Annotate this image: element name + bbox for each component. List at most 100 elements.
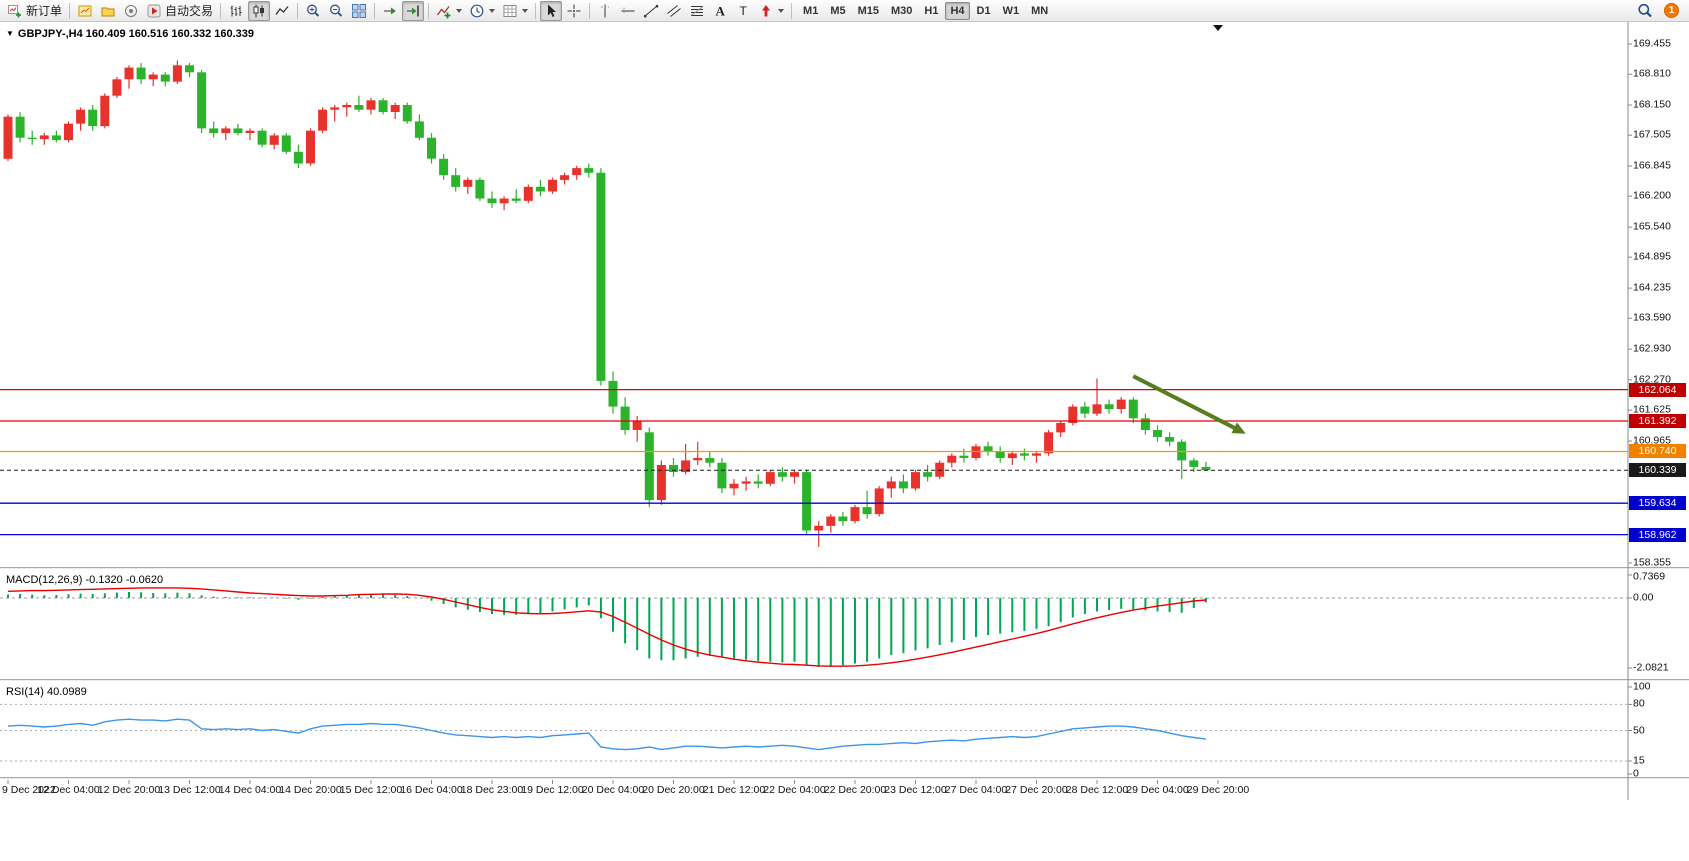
fibonacci-button[interactable] — [686, 1, 708, 21]
toolbar-separator — [535, 2, 537, 19]
channel-icon — [667, 4, 681, 17]
cursor-icon — [548, 4, 557, 17]
time-axis-label: 9 Dec 2022 — [2, 784, 56, 796]
rsi-axis-label: 0 — [1633, 767, 1639, 780]
time-axis-label: 19 Dec 12:00 — [521, 784, 584, 796]
svg-text:T: T — [740, 4, 748, 18]
chart-canvas[interactable] — [0, 22, 1689, 861]
arrows-icon — [762, 4, 771, 16]
macd-axis-label: 0.00 — [1633, 591, 1654, 604]
templates-icon — [503, 4, 517, 17]
price-axis-label: 164.235 — [1633, 281, 1671, 294]
trendline-button[interactable] — [640, 1, 662, 21]
time-axis-label: 15 Dec 12:00 — [339, 784, 403, 796]
price-axis-label: 162.270 — [1633, 373, 1671, 386]
timeframe-m5[interactable]: M5 — [830, 4, 846, 17]
notification-badge[interactable]: 1 — [1664, 3, 1679, 18]
timeframe-d1[interactable]: D1 — [976, 4, 991, 17]
timeframe-w1[interactable]: W1 — [1002, 4, 1020, 17]
pane-separator[interactable] — [0, 777, 1689, 778]
templates-button[interactable] — [499, 1, 531, 21]
chart-menu-icon[interactable]: ▼ — [6, 29, 14, 38]
equidistant-channel-button[interactable] — [663, 1, 685, 21]
timeframe-h4[interactable]: H4 — [945, 1, 970, 20]
chart-window[interactable]: ▼ GBPJPY-,H4 160.409 160.516 160.332 160.… — [0, 22, 1689, 861]
profiles-icon — [101, 7, 115, 16]
timeframe-m30[interactable]: M30 — [891, 4, 913, 17]
fibo-icon — [690, 5, 704, 16]
periods-button[interactable] — [466, 1, 498, 21]
cursor-button[interactable] — [540, 0, 563, 21]
candles-icon — [253, 4, 265, 17]
sound-button[interactable] — [120, 1, 142, 21]
dropdown-caret-icon[interactable] — [489, 8, 496, 13]
symbol-ohlc-label: ▼ GBPJPY-,H4 160.409 160.516 160.332 160.… — [6, 28, 254, 40]
timeframe-mn[interactable]: MN — [1031, 4, 1049, 17]
crosshair-button[interactable] — [563, 1, 585, 21]
toolbar-separator — [297, 2, 299, 19]
zoom-in-button[interactable] — [302, 1, 324, 21]
new-order-button[interactable]: 新订单 — [4, 1, 65, 21]
bar-chart-button[interactable] — [225, 1, 247, 21]
chart-shift-button[interactable] — [402, 0, 425, 21]
chart-shift-icon — [407, 5, 419, 16]
profiles-button[interactable] — [97, 1, 119, 21]
arrow-annotation[interactable] — [1132, 374, 1236, 430]
price-badge: 162.064 — [1629, 382, 1686, 397]
timeframe-h1[interactable]: H1 — [924, 4, 939, 17]
vertical-line-button[interactable] — [594, 1, 616, 21]
sound-icon — [125, 4, 138, 17]
toolbar-separator — [589, 2, 591, 19]
toolbar-items: 新订单 自动交易 A T M1 M5 M15 M30 H1 H4 D1 W1 MN — [4, 0, 1053, 21]
tile-windows-button[interactable] — [348, 1, 370, 21]
new-chart-button[interactable] — [74, 1, 96, 21]
macd-label: MACD(12,26,9) -0.1320 -0.0620 — [6, 574, 164, 586]
line-chart-button[interactable] — [271, 1, 293, 21]
pane-separator-groove — [0, 680, 1689, 681]
pane-separator-groove — [0, 568, 1689, 569]
pane-separator[interactable] — [0, 567, 1689, 568]
timeframe-m15[interactable]: M15 — [857, 4, 879, 17]
symbol-label: GBPJPY-,H4 — [17, 28, 83, 40]
clock-icon — [470, 4, 484, 17]
dropdown-caret-icon[interactable] — [456, 8, 463, 13]
text-icon: A — [716, 3, 726, 18]
zoom-out-icon — [330, 4, 343, 17]
price-axis-label: 161.625 — [1633, 403, 1671, 416]
svg-text:A: A — [716, 3, 726, 18]
indicators-button[interactable] — [433, 1, 465, 21]
bar-chart-icon — [230, 5, 242, 16]
horizontal-line-button[interactable] — [617, 1, 639, 21]
search-button[interactable] — [1634, 1, 1656, 21]
price-axis-label: 164.895 — [1633, 250, 1671, 263]
pane-separator[interactable] — [0, 679, 1689, 680]
price-axis-label: 168.810 — [1633, 67, 1671, 80]
time-axis-label: 22 Dec 20:00 — [823, 784, 887, 796]
rsi-label: RSI(14) 40.0989 — [6, 686, 87, 698]
text-label-button[interactable]: T — [732, 1, 754, 21]
time-axis-label: 12 Dec 20:00 — [97, 784, 161, 796]
candlestick-button[interactable] — [248, 0, 271, 21]
line-chart-icon — [275, 5, 289, 15]
dropdown-caret-icon[interactable] — [522, 8, 529, 13]
timeframe-m1[interactable]: M1 — [803, 4, 819, 17]
chart-shift-marker-icon[interactable] — [1213, 25, 1223, 31]
time-axis-label: 14 Dec 04:00 — [218, 784, 282, 796]
price-axis-label: 166.200 — [1633, 189, 1671, 202]
auto-scroll-button[interactable] — [379, 1, 401, 21]
vline-icon — [601, 4, 610, 17]
crosshair-icon — [567, 4, 581, 17]
time-axis-label: 18 Dec 23:00 — [460, 784, 524, 796]
arrow-annotation-head[interactable] — [1231, 422, 1246, 434]
price-axis-label: 169.455 — [1633, 37, 1671, 50]
dropdown-caret-icon[interactable] — [778, 8, 785, 13]
rsi-line — [7, 718, 1206, 751]
price-axis-label: 158.355 — [1633, 556, 1671, 569]
time-axis-label: 12 Dec 04:00 — [37, 784, 100, 796]
price-badge: 160.740 — [1629, 444, 1686, 459]
zoom-in-icon — [307, 4, 320, 17]
zoom-out-button[interactable] — [325, 1, 347, 21]
arrows-button[interactable] — [755, 1, 787, 21]
autotrade-button[interactable]: 自动交易 — [143, 1, 216, 21]
text-button[interactable]: A — [709, 1, 731, 21]
